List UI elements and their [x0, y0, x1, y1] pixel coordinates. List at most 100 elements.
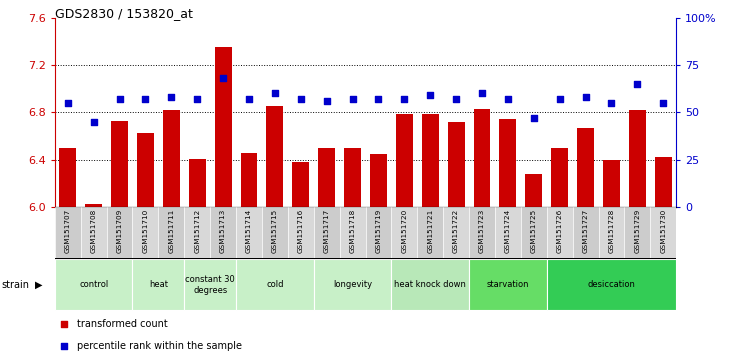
- Point: [554, 96, 566, 102]
- Bar: [189, 159, 205, 207]
- Bar: [159, 207, 184, 258]
- Text: GSM151728: GSM151728: [608, 209, 615, 253]
- Text: GSM151711: GSM151711: [168, 209, 174, 253]
- Text: desiccation: desiccation: [588, 280, 635, 290]
- Text: GSM151725: GSM151725: [531, 209, 537, 253]
- Text: GDS2830 / 153820_at: GDS2830 / 153820_at: [55, 7, 193, 20]
- Text: ▶: ▶: [35, 280, 42, 290]
- Bar: [443, 207, 469, 258]
- Bar: [495, 207, 520, 258]
- Text: starvation: starvation: [487, 280, 529, 290]
- Text: GSM151717: GSM151717: [324, 209, 330, 253]
- Bar: [292, 162, 309, 207]
- Bar: [163, 110, 180, 207]
- Bar: [132, 207, 159, 258]
- Text: GSM151707: GSM151707: [65, 209, 71, 253]
- Bar: [288, 207, 314, 258]
- Bar: [417, 207, 443, 258]
- Bar: [107, 207, 132, 258]
- Text: GSM151720: GSM151720: [401, 209, 407, 253]
- Text: heat knock down: heat knock down: [394, 280, 466, 290]
- Text: control: control: [79, 280, 108, 290]
- Text: GSM151709: GSM151709: [116, 209, 123, 253]
- Bar: [447, 122, 464, 207]
- Point: [450, 96, 462, 102]
- Bar: [551, 148, 568, 207]
- Point: [444, 59, 456, 65]
- Point: [165, 95, 177, 100]
- Text: constant 30
degrees: constant 30 degrees: [185, 275, 235, 295]
- Point: [632, 81, 643, 87]
- Bar: [267, 107, 284, 207]
- Text: transformed count: transformed count: [77, 319, 167, 329]
- Text: strain: strain: [1, 280, 29, 290]
- Bar: [340, 207, 366, 258]
- Text: GSM151727: GSM151727: [583, 209, 588, 253]
- Bar: [391, 259, 469, 310]
- Text: percentile rank within the sample: percentile rank within the sample: [77, 341, 241, 350]
- Bar: [391, 207, 417, 258]
- Text: longevity: longevity: [333, 280, 372, 290]
- Point: [217, 75, 229, 81]
- Bar: [474, 109, 491, 207]
- Bar: [603, 160, 620, 207]
- Point: [269, 91, 281, 96]
- Point: [62, 100, 74, 106]
- Bar: [655, 158, 672, 207]
- Bar: [59, 148, 76, 207]
- Text: GSM151714: GSM151714: [246, 209, 252, 253]
- Bar: [499, 120, 516, 207]
- Bar: [314, 259, 391, 310]
- Bar: [629, 110, 645, 207]
- Point: [444, 253, 456, 258]
- Bar: [236, 207, 262, 258]
- Point: [295, 96, 306, 102]
- Bar: [184, 207, 211, 258]
- Point: [502, 96, 514, 102]
- Bar: [55, 259, 132, 310]
- Bar: [469, 259, 547, 310]
- Point: [580, 95, 591, 100]
- Bar: [396, 114, 413, 207]
- Point: [476, 91, 488, 96]
- Text: GSM151716: GSM151716: [298, 209, 304, 253]
- Point: [321, 98, 333, 104]
- Point: [605, 100, 617, 106]
- Bar: [370, 154, 387, 207]
- Text: GSM151723: GSM151723: [479, 209, 485, 253]
- Bar: [80, 207, 107, 258]
- Bar: [521, 207, 547, 258]
- Point: [373, 96, 385, 102]
- Bar: [240, 153, 257, 207]
- Text: GSM151710: GSM151710: [143, 209, 148, 253]
- Text: GSM151708: GSM151708: [91, 209, 96, 253]
- Bar: [86, 204, 102, 207]
- Bar: [469, 207, 495, 258]
- Bar: [314, 207, 340, 258]
- Point: [528, 115, 539, 121]
- Bar: [236, 259, 314, 310]
- Text: GSM151729: GSM151729: [635, 209, 640, 253]
- Bar: [318, 148, 335, 207]
- Text: GSM151718: GSM151718: [349, 209, 355, 253]
- Text: GSM151719: GSM151719: [376, 209, 382, 253]
- Bar: [624, 207, 651, 258]
- Text: GSM151715: GSM151715: [272, 209, 278, 253]
- Bar: [132, 259, 184, 310]
- Point: [140, 96, 151, 102]
- Text: GSM151713: GSM151713: [220, 209, 226, 253]
- Bar: [366, 207, 391, 258]
- Bar: [577, 128, 594, 207]
- Point: [114, 96, 126, 102]
- Bar: [526, 174, 542, 207]
- Text: GSM151730: GSM151730: [660, 209, 666, 253]
- Text: heat: heat: [149, 280, 168, 290]
- Bar: [651, 207, 676, 258]
- Point: [243, 96, 255, 102]
- Point: [425, 92, 436, 98]
- Bar: [547, 207, 572, 258]
- Bar: [211, 207, 236, 258]
- Point: [398, 96, 410, 102]
- Text: GSM151724: GSM151724: [505, 209, 511, 253]
- Point: [346, 96, 358, 102]
